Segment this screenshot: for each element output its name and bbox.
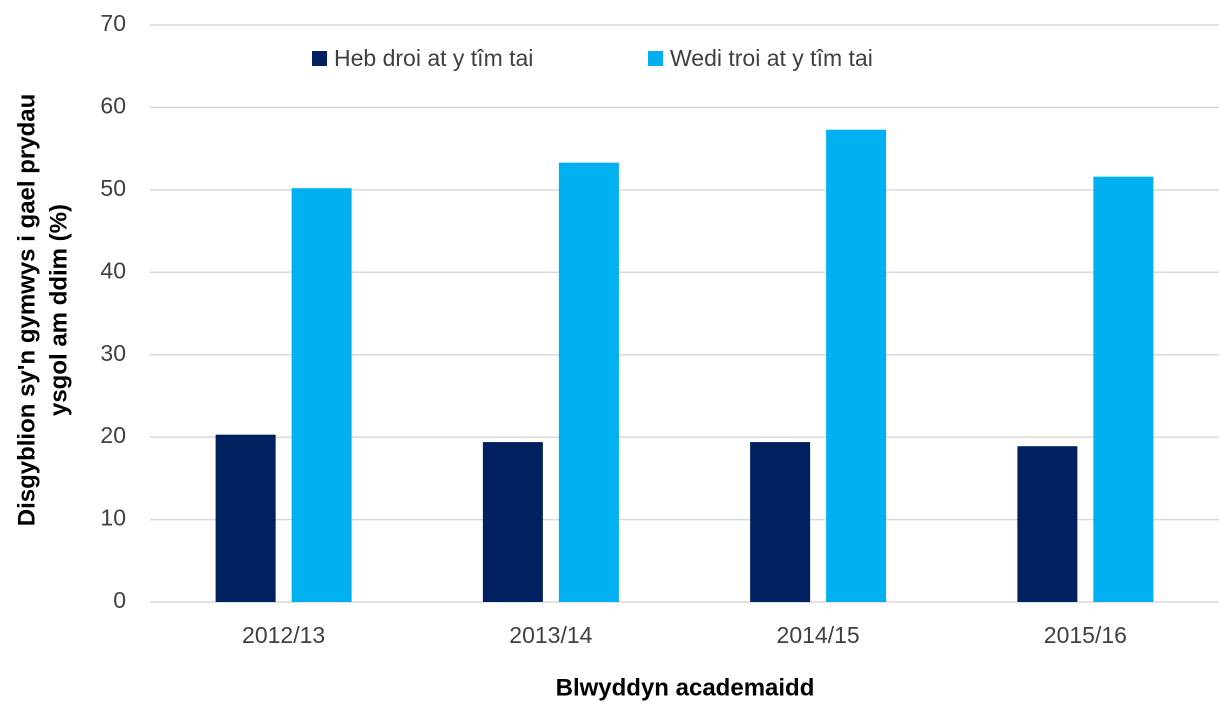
legend-swatch — [648, 51, 663, 66]
y-tick-label: 20 — [100, 422, 126, 448]
bar — [558, 162, 619, 603]
bar — [826, 129, 887, 603]
legend-label: Heb droi at y tîm tai — [334, 45, 533, 71]
bar — [291, 188, 352, 603]
x-axis-label: Blwyddyn academaidd — [556, 674, 815, 701]
x-tick-label: 2015/16 — [1044, 622, 1127, 648]
bar — [482, 442, 543, 602]
legend-label: Wedi troi at y tîm tai — [670, 45, 873, 71]
bar — [1093, 176, 1154, 602]
y-tick-label: 30 — [100, 340, 126, 366]
x-tick-label: 2012/13 — [242, 622, 325, 648]
y-axis-label: Disgyblion sy'n gymwys i gael prydau — [13, 94, 40, 527]
y-tick-label: 10 — [100, 505, 126, 531]
y-tick-label: 50 — [100, 175, 126, 201]
bar — [1017, 446, 1078, 602]
y-tick-label: 70 — [100, 10, 126, 36]
bar — [215, 434, 276, 602]
bar — [750, 442, 811, 602]
x-tick-label: 2013/14 — [509, 622, 592, 648]
y-tick-label: 60 — [100, 93, 126, 119]
x-tick-label: 2014/15 — [777, 622, 860, 648]
y-axis-label: ysgol am ddim (%) — [45, 204, 72, 416]
legend-swatch — [312, 51, 327, 66]
y-tick-label: 0 — [113, 587, 126, 613]
y-tick-label: 40 — [100, 257, 126, 283]
